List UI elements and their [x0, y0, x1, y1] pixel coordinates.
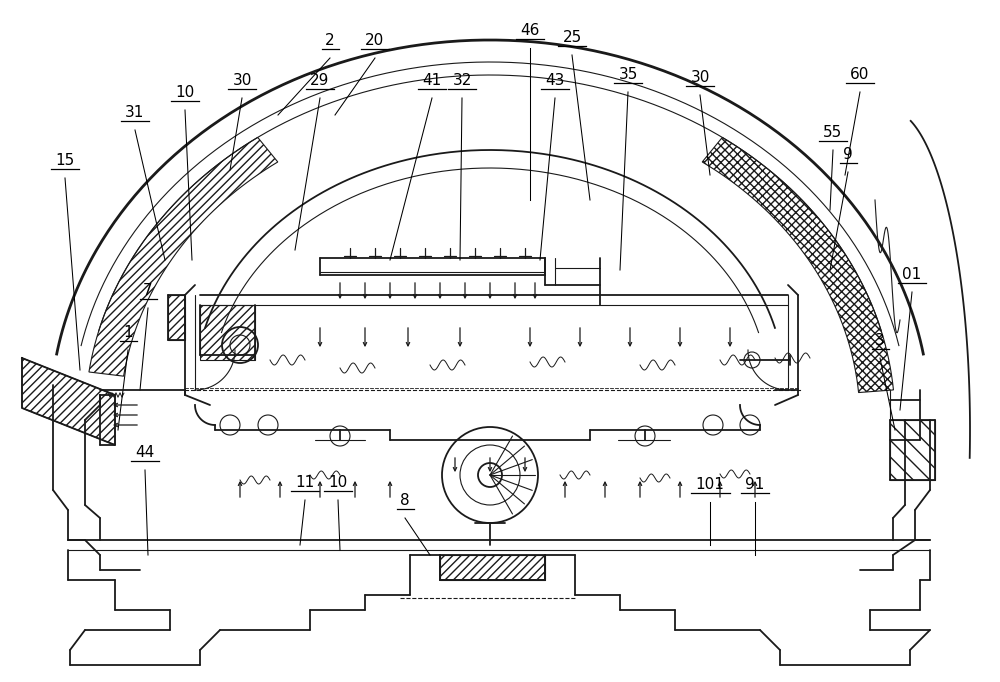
Text: 3: 3 — [875, 333, 885, 348]
Text: 25: 25 — [562, 30, 582, 45]
Text: 55: 55 — [823, 125, 843, 140]
Polygon shape — [890, 420, 935, 480]
Polygon shape — [22, 358, 115, 445]
Polygon shape — [89, 137, 278, 376]
Text: 32: 32 — [452, 73, 472, 88]
Text: 9: 9 — [843, 147, 853, 162]
Text: 44: 44 — [135, 445, 155, 460]
Text: 29: 29 — [310, 73, 330, 88]
Text: 101: 101 — [696, 477, 724, 492]
Text: 01: 01 — [902, 267, 922, 282]
Polygon shape — [440, 555, 545, 580]
Polygon shape — [200, 305, 255, 360]
Text: 2: 2 — [325, 33, 335, 48]
Text: 46: 46 — [520, 23, 540, 38]
Text: 31: 31 — [125, 105, 145, 120]
Text: 30: 30 — [690, 70, 710, 85]
Text: 10: 10 — [175, 85, 195, 100]
Text: 60: 60 — [850, 67, 870, 82]
Text: 35: 35 — [618, 67, 638, 82]
Text: 15: 15 — [55, 153, 75, 168]
Text: 91: 91 — [745, 477, 765, 492]
Text: 20: 20 — [365, 33, 385, 48]
Polygon shape — [702, 137, 893, 393]
Polygon shape — [168, 295, 185, 340]
Text: 1: 1 — [123, 325, 133, 340]
Text: 41: 41 — [422, 73, 442, 88]
Text: 10: 10 — [328, 475, 348, 490]
Text: 43: 43 — [545, 73, 565, 88]
Text: 7: 7 — [143, 283, 153, 298]
Text: 11: 11 — [295, 475, 315, 490]
Text: 8: 8 — [400, 493, 410, 508]
Text: 30: 30 — [232, 73, 252, 88]
